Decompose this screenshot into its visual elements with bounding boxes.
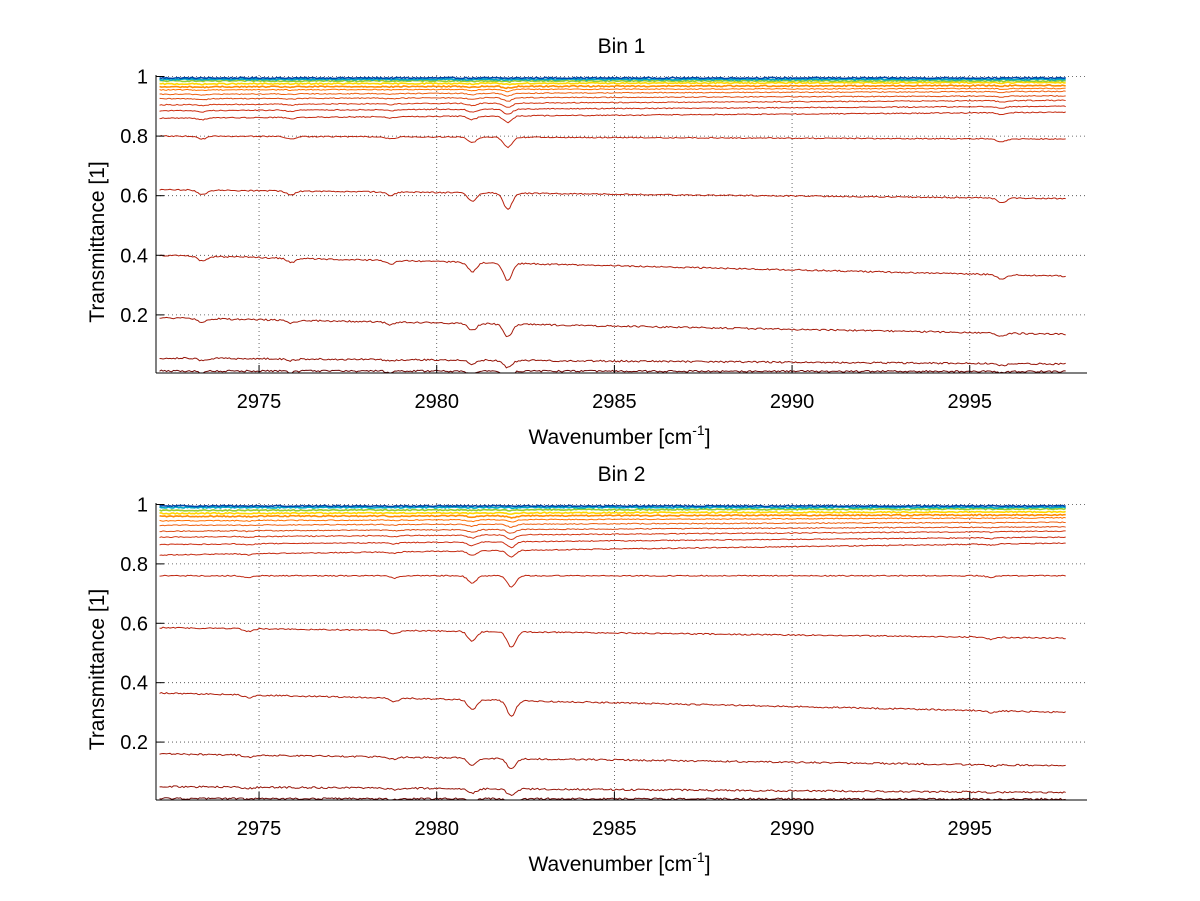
x-axis-label: Wavenumber [cm-1] bbox=[528, 422, 710, 449]
panel-2: 2975 2980 2985 2990 2995 0.2 0.4 0.6 0.8 1 Bin 2 Wa… bbox=[86, 463, 1087, 876]
series-line bbox=[159, 542, 1066, 558]
series-line bbox=[159, 111, 1066, 124]
series-line bbox=[159, 505, 1067, 510]
series-line bbox=[159, 797, 1066, 800]
series-line bbox=[159, 521, 1066, 528]
y-tick-label: 0.2 bbox=[120, 305, 148, 327]
series-line bbox=[159, 77, 1066, 82]
series-line bbox=[159, 94, 1066, 102]
y-tick-label: 0.4 bbox=[120, 245, 148, 267]
y-tick-label: 1 bbox=[137, 494, 148, 516]
series-group bbox=[159, 504, 1067, 800]
series-line bbox=[159, 516, 1066, 523]
series-line bbox=[159, 626, 1066, 648]
series-line bbox=[159, 254, 1066, 281]
y-axis-label: Transmittance [1] bbox=[86, 161, 109, 322]
series-line bbox=[159, 504, 1066, 508]
y-tick-label: 1 bbox=[137, 66, 148, 88]
x-axis-label-end: ] bbox=[705, 426, 711, 449]
series-line bbox=[159, 536, 1066, 549]
series-line bbox=[159, 316, 1066, 338]
series-line bbox=[159, 574, 1066, 588]
x-tick-label: 2990 bbox=[770, 391, 815, 413]
x-tick-label: 2990 bbox=[770, 818, 815, 840]
x-axis-label: Wavenumber [cm-1] bbox=[528, 849, 710, 876]
y-tick-label: 0.8 bbox=[120, 126, 148, 148]
x-tick-label: 2985 bbox=[592, 391, 637, 413]
y-tick-label: 0.4 bbox=[120, 673, 148, 695]
chart-title: Bin 2 bbox=[598, 463, 646, 486]
x-tick-label: 2995 bbox=[947, 391, 992, 413]
series-line bbox=[159, 785, 1066, 796]
series-line bbox=[159, 356, 1066, 369]
series-line bbox=[159, 513, 1066, 519]
panel-1: 2975 2980 2985 2990 2995 0.2 0.4 0.6 0.8 1 Bin 1 Wa… bbox=[86, 35, 1087, 449]
series-line bbox=[159, 135, 1066, 149]
series-line bbox=[159, 87, 1066, 93]
x-axis-label-superscript: -1 bbox=[692, 422, 705, 438]
x-axis-label-main: Wavenumber [cm bbox=[528, 426, 692, 449]
panels: 2975 2980 2985 2990 2995 0.2 0.4 0.6 0.8 1 Bin 1 Wa… bbox=[86, 35, 1087, 876]
series-group bbox=[159, 76, 1066, 373]
x-axis-label-superscript: -1 bbox=[692, 849, 705, 865]
x-tick-label: 2975 bbox=[237, 391, 282, 413]
x-tick-label: 2975 bbox=[237, 818, 282, 840]
x-axis-label-main: Wavenumber [cm bbox=[528, 853, 692, 876]
y-axis-label: Transmittance [1] bbox=[86, 589, 109, 750]
series-line bbox=[159, 691, 1066, 717]
y-tick-label: 0.2 bbox=[120, 732, 148, 754]
series-line bbox=[159, 530, 1066, 541]
series-line bbox=[159, 510, 1066, 515]
y-tick-label: 0.6 bbox=[120, 186, 148, 208]
x-tick-label: 2985 bbox=[592, 818, 637, 840]
x-tick-label: 2995 bbox=[947, 818, 992, 840]
series-line bbox=[159, 525, 1066, 534]
chart-title: Bin 1 bbox=[598, 35, 646, 58]
series-line bbox=[159, 752, 1066, 770]
y-tick-label: 0.6 bbox=[120, 613, 148, 635]
series-line bbox=[159, 84, 1066, 90]
x-tick-label: 2980 bbox=[414, 391, 459, 413]
x-tick-label: 2980 bbox=[414, 818, 459, 840]
series-line bbox=[159, 76, 1066, 80]
series-line bbox=[159, 188, 1066, 211]
series-line bbox=[159, 507, 1067, 512]
series-line bbox=[159, 369, 1066, 373]
series-line bbox=[159, 90, 1066, 97]
series-line bbox=[159, 81, 1066, 86]
x-axis-label-end: ] bbox=[705, 853, 711, 876]
series-line bbox=[159, 105, 1066, 115]
y-tick-label: 0.8 bbox=[120, 554, 148, 576]
series-line bbox=[159, 99, 1066, 108]
